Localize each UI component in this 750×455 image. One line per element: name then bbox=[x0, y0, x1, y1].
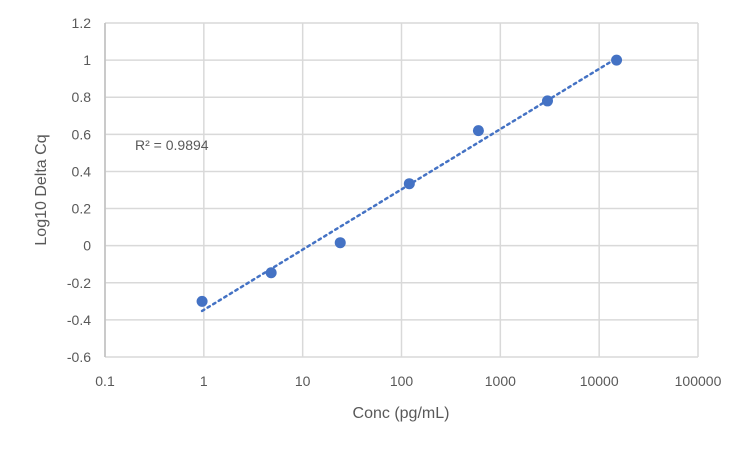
x-tick-label: 10000 bbox=[580, 373, 619, 389]
x-tick-label: 1000 bbox=[485, 373, 516, 389]
r-squared-label: R² = 0.9894 bbox=[135, 137, 209, 153]
data-point bbox=[403, 178, 415, 190]
data-point bbox=[541, 95, 553, 107]
y-tick-label: 1.2 bbox=[72, 15, 92, 31]
x-tick-labels: 0.1 1 10 100 1000 10000 100000 bbox=[95, 373, 721, 389]
x-axis-label: Conc (pg/mL) bbox=[353, 405, 450, 422]
y-tick-labels: -0.6 -0.4 -0.2 0 0.2 0.4 0.6 0.8 1 1.2 bbox=[67, 15, 91, 365]
points-group bbox=[196, 54, 623, 307]
y-tick-label: -0.6 bbox=[67, 349, 91, 365]
y-tick-label: 0.8 bbox=[72, 89, 92, 105]
x-tick-label: 100000 bbox=[675, 373, 722, 389]
y-tick-label: 0 bbox=[83, 238, 91, 254]
data-point bbox=[611, 54, 623, 66]
y-tick-label: -0.2 bbox=[67, 275, 91, 291]
y-tick-label: -0.4 bbox=[67, 312, 91, 328]
x-tick-label: 1 bbox=[200, 373, 208, 389]
y-tick-label: 0.4 bbox=[72, 163, 92, 179]
x-tick-label: 100 bbox=[390, 373, 414, 389]
y-tick-label: 0.6 bbox=[72, 126, 92, 142]
data-point bbox=[472, 125, 484, 137]
data-point bbox=[334, 237, 346, 249]
x-tick-label: 10 bbox=[295, 373, 311, 389]
y-tick-label: 1 bbox=[83, 52, 91, 68]
y-axis-label: Log10 Delta Cq bbox=[33, 134, 50, 245]
x-tick-label: 0.1 bbox=[95, 373, 115, 389]
data-point bbox=[196, 295, 208, 307]
data-point bbox=[265, 267, 277, 279]
y-tick-label: 0.2 bbox=[72, 201, 92, 217]
